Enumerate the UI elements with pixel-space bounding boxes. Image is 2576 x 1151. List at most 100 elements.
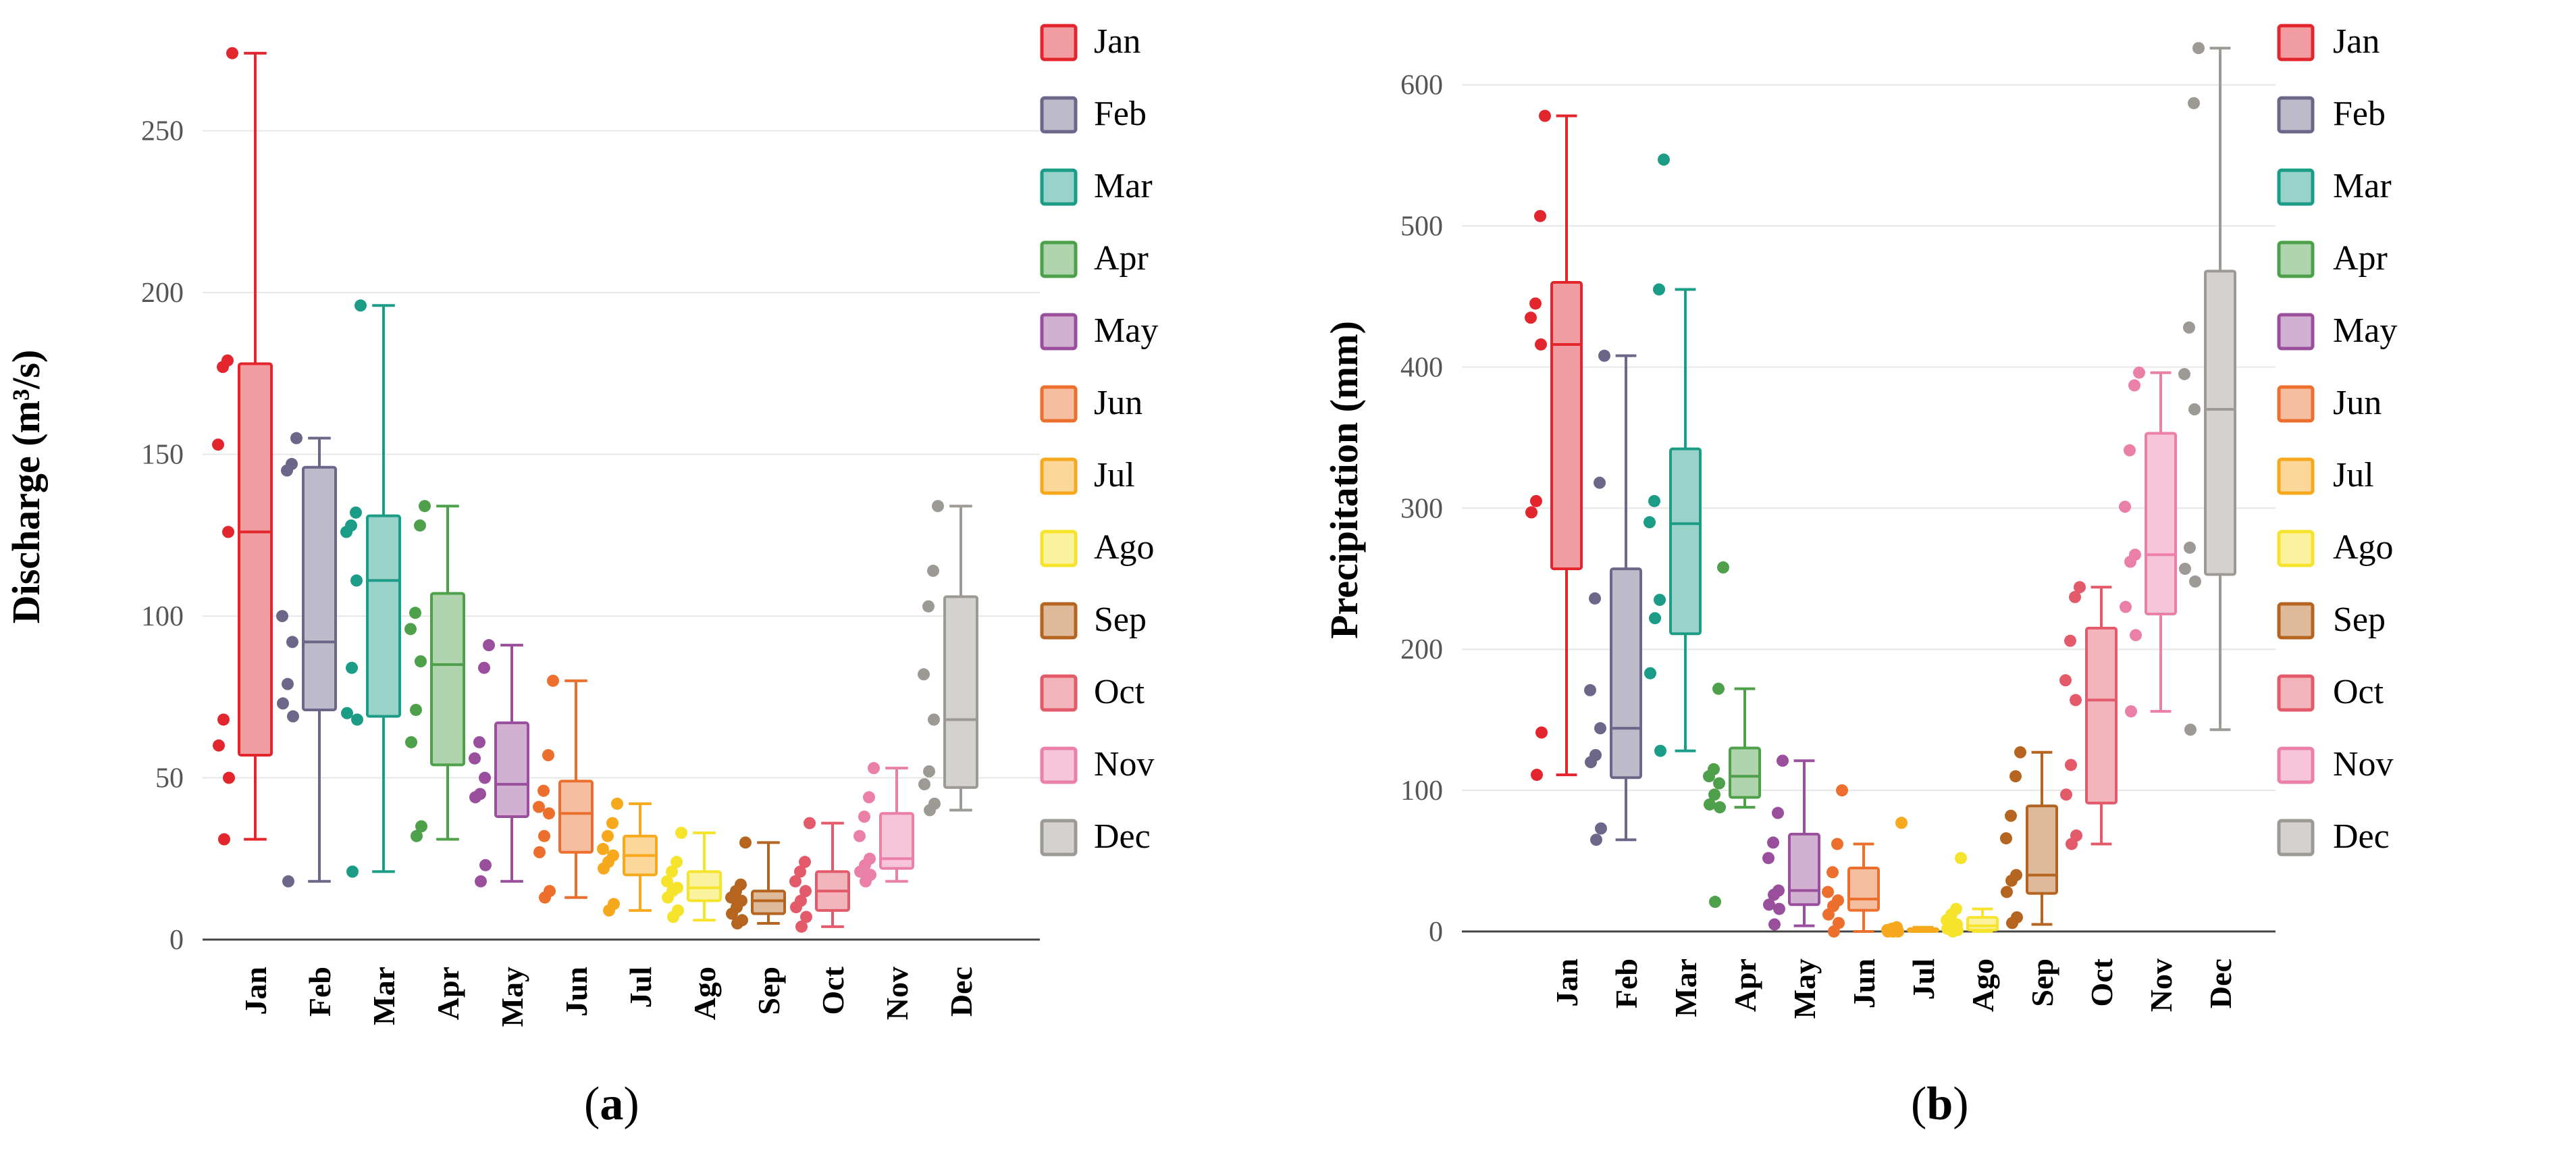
data-point — [1712, 682, 1725, 695]
legend-swatch — [2277, 674, 2315, 712]
data-point — [539, 891, 551, 904]
legend-label: Ago — [1094, 528, 1155, 567]
legend-swatch — [2277, 819, 2315, 856]
data-point — [868, 762, 880, 775]
box-body — [879, 812, 914, 870]
box-body — [2145, 432, 2177, 615]
data-point — [671, 856, 683, 869]
legend-label: Feb — [1094, 95, 1147, 133]
data-point — [661, 875, 673, 888]
legend-swatch — [1040, 168, 1078, 206]
data-point — [860, 875, 872, 888]
legend-label: Sep — [2333, 600, 2386, 639]
x-tick-label: Jun — [1847, 958, 1881, 1008]
data-point — [667, 911, 679, 923]
box-dec — [918, 500, 978, 817]
box-ago — [661, 826, 722, 923]
data-point — [1589, 592, 1601, 605]
data-point — [1595, 822, 1607, 835]
data-point — [2133, 366, 2145, 379]
data-point — [276, 610, 288, 623]
x-tick-label: Oct — [816, 966, 850, 1015]
x-tick-label: Sep — [2025, 958, 2059, 1007]
data-point — [2005, 809, 2017, 822]
legend-swatch — [1040, 457, 1078, 495]
box-feb — [1584, 349, 1642, 846]
legend-label: Jul — [1094, 456, 1135, 494]
box-jun — [1822, 784, 1880, 938]
box-body — [1550, 281, 1583, 571]
data-point — [2125, 705, 2137, 718]
data-point — [918, 668, 930, 681]
data-point — [2065, 759, 2077, 771]
box-dec — [2178, 42, 2236, 736]
box-body — [366, 514, 401, 718]
data-point — [2059, 674, 2072, 687]
data-point — [924, 804, 936, 817]
box-body — [1669, 447, 1702, 636]
legend-swatch — [2277, 530, 2315, 567]
data-point — [2124, 555, 2136, 568]
y-tick-label: 0 — [1429, 917, 1443, 948]
box-body — [943, 595, 978, 789]
x-tick-label: May — [495, 967, 529, 1027]
legend-swatch — [1040, 313, 1078, 351]
data-point — [1767, 836, 1779, 849]
legend-item-ago: Ago — [1040, 528, 1155, 567]
y-tick-label: 200 — [1400, 634, 1443, 665]
data-point — [1955, 852, 1967, 865]
box-body — [2026, 804, 2058, 895]
data-point — [1590, 834, 1602, 846]
box-body — [751, 890, 786, 915]
data-point — [277, 697, 289, 710]
legend-item-feb: Feb — [1040, 95, 1147, 134]
legend-label: Nov — [2333, 745, 2394, 784]
data-point — [404, 623, 417, 636]
x-tick-label: Feb — [303, 967, 337, 1017]
data-point — [2070, 694, 2082, 707]
data-point — [479, 859, 492, 871]
data-point — [212, 438, 224, 451]
data-point — [542, 749, 554, 762]
legend-swatch — [1040, 96, 1078, 134]
data-point — [346, 865, 359, 878]
box-body — [494, 721, 529, 819]
legend-label: Apr — [1094, 239, 1149, 278]
box-oct — [2059, 581, 2118, 850]
data-point — [290, 432, 303, 444]
x-tick-label: Apr — [431, 967, 465, 1020]
data-point — [2000, 832, 2012, 845]
legend-item-sep: Sep — [1040, 600, 1147, 640]
x-tick-label: Mar — [1668, 958, 1703, 1017]
y-tick-label: 0 — [169, 925, 184, 956]
x-tick-label: Jul — [1906, 958, 1941, 1000]
data-point — [1822, 908, 1835, 921]
legend-item-nov: Nov — [2277, 745, 2394, 784]
data-point — [419, 500, 431, 513]
legend-swatch — [2277, 457, 2315, 495]
data-point — [2066, 838, 2078, 850]
data-point — [1529, 297, 1542, 310]
data-point — [1709, 896, 1721, 909]
data-point — [2128, 379, 2140, 392]
x-tick-label: Sep — [752, 967, 786, 1015]
data-point — [606, 817, 619, 829]
y-axis-label: Discharge (m³/s) — [4, 350, 48, 624]
data-point — [286, 636, 298, 648]
box-jan — [212, 47, 273, 846]
box-jun — [533, 674, 594, 904]
legend-item-ago: Ago — [2277, 528, 2394, 567]
data-point — [1822, 886, 1834, 898]
data-point — [282, 677, 294, 690]
data-point — [726, 907, 738, 920]
data-point — [341, 707, 353, 719]
legend-label: Nov — [1094, 745, 1155, 784]
legend-item-mar: Mar — [1040, 167, 1153, 206]
legend-swatch — [2277, 385, 2315, 423]
data-point — [804, 817, 816, 829]
x-tick-label: Nov — [2144, 958, 2178, 1012]
data-point — [1704, 798, 1716, 811]
legend-label: Jan — [1094, 22, 1140, 61]
data-point — [854, 865, 866, 878]
